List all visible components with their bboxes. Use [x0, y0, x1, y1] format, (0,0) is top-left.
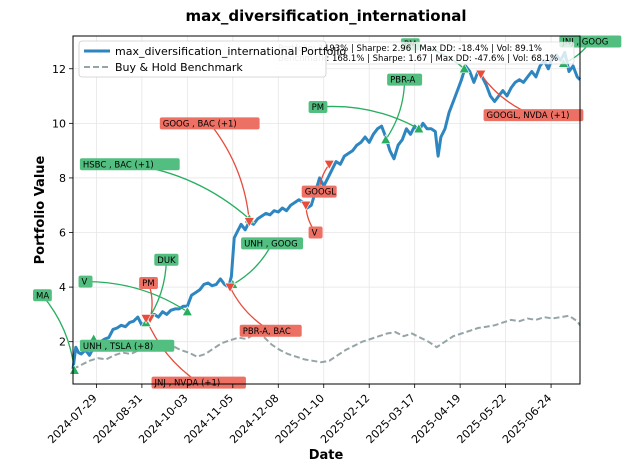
trade-labels: MA UNH , TSLA (+8) V DUK PM JNJ , NVDA (+1) HS… [33, 35, 622, 389]
y-tick-label: 8 [59, 172, 66, 185]
trade-label-text: HSBC , BAC (+1) [83, 160, 154, 170]
trade-label: PBR-A, BAC [239, 324, 302, 337]
buy-marker [380, 134, 392, 145]
annotation-connector [209, 122, 250, 222]
trade-label-text: UNH , TSLA (+8) [83, 342, 153, 352]
sell-marker [243, 217, 255, 228]
y-axis-label: Portfolio Value [33, 155, 48, 264]
trade-label-text: DUK [157, 256, 176, 266]
buy-marker [413, 123, 425, 134]
sell-marker [224, 282, 236, 293]
buy-label-box [241, 237, 304, 250]
trade-label-text: PBR-A [390, 76, 415, 86]
y-tick-label: 2 [59, 336, 66, 349]
buy-label-box [79, 158, 180, 171]
trade-label: V [78, 275, 93, 288]
trade-label-text: PM [142, 279, 154, 289]
buy-marker [181, 306, 193, 316]
stats-portfolio: Portfolio: 1193% | Sharpe: 2.96 | Max DD… [278, 44, 542, 54]
sell-marker [475, 69, 487, 80]
trade-label: UNH , TSLA (+8) [79, 339, 175, 352]
buy-label-box [154, 253, 179, 266]
chart-title: max_diversification_international [185, 7, 466, 25]
chart-grid [73, 36, 580, 384]
sell-marker [300, 200, 312, 211]
y-tick-label: 6 [59, 227, 66, 240]
trade-label: JNJ , GOOG [559, 35, 622, 48]
annotation-connector [317, 105, 420, 130]
annotation-connector [229, 286, 272, 332]
trade-label: UNH , GOOG [241, 237, 304, 250]
sell-label-box [239, 324, 302, 337]
trade-label: PM [139, 277, 158, 290]
trade-markers [68, 57, 569, 375]
buy-label-box [79, 339, 175, 352]
trade-label-text: GOOGL [305, 188, 337, 198]
sell-marker [323, 159, 335, 170]
trade-label-text: JNJ , GOOG [561, 37, 608, 47]
x-axis-label: Date [309, 448, 344, 463]
legend-box [78, 40, 327, 78]
sell-marker [140, 314, 152, 325]
buy-label-box [387, 73, 423, 86]
buy-label-box [308, 100, 328, 113]
sell-label-box [301, 185, 337, 198]
trade-label-text: GOOGL, NVDA (+1) [487, 111, 570, 121]
legend-label-benchmark: Buy & Hold Benchmark [115, 61, 243, 74]
trade-label-text: V [82, 278, 88, 288]
y-tick-label: 4 [59, 281, 66, 294]
plot-frame [72, 35, 581, 385]
annotation-connector [85, 280, 188, 313]
trade-label-text: PBR-A, BAC [243, 327, 291, 337]
trade-label: MA [33, 289, 52, 302]
trade-label: HSBC , BAC (+1) [79, 158, 180, 171]
trade-label: DUK [154, 253, 179, 266]
y-axis-ticks: 2 4 6 8 10 12 [52, 63, 73, 349]
sell-label-box [308, 226, 323, 239]
annotation-connector [129, 163, 250, 220]
x-axis-ticks: 2024-07-292024-08-312024-10-032024-11-05… [45, 384, 554, 446]
y-tick-label: 12 [52, 63, 66, 76]
trade-label-text: GOOG , BAC (+1) [163, 119, 237, 129]
sell-label-box [151, 376, 246, 389]
trade-label: GOOG , BAC (+1) [159, 117, 260, 130]
buy-marker [458, 63, 470, 74]
legend-label-portfolio: max_diversification_international Portfo… [115, 45, 346, 58]
annotation-connector [41, 294, 76, 371]
trade-label: PBR-A [387, 73, 423, 86]
trade-label: GOOGL [301, 185, 337, 198]
buy-label-box [33, 289, 52, 302]
buy-label-box [78, 275, 93, 288]
annotation-connector [232, 243, 273, 285]
trade-label-text: PM [312, 103, 324, 113]
legend: max_diversification_international Portfo… [78, 40, 346, 78]
x-tick-label: 2025-06-24 [500, 392, 554, 446]
buy-label-box [559, 35, 622, 48]
sell-label-box [159, 117, 260, 130]
sell-label-box [139, 277, 158, 290]
stats-benchmark: Benchmark: 168.1% | Sharpe: 1.67 | Max D… [278, 54, 558, 64]
trade-label: PM [308, 100, 328, 113]
trade-label: JNJ , NVDA (+1) [151, 376, 246, 389]
annotation-connector [385, 79, 406, 141]
trade-label-text: MA [36, 291, 49, 301]
buy-marker [68, 364, 80, 375]
trade-label: GOOGL, NVDA (+1) [483, 109, 584, 122]
trade-label-text: UNH , GOOG [244, 239, 298, 249]
trade-label: V [308, 226, 323, 239]
sell-label-box [483, 109, 584, 122]
trade-label-text: V [312, 229, 318, 239]
y-tick-label: 10 [52, 117, 66, 130]
